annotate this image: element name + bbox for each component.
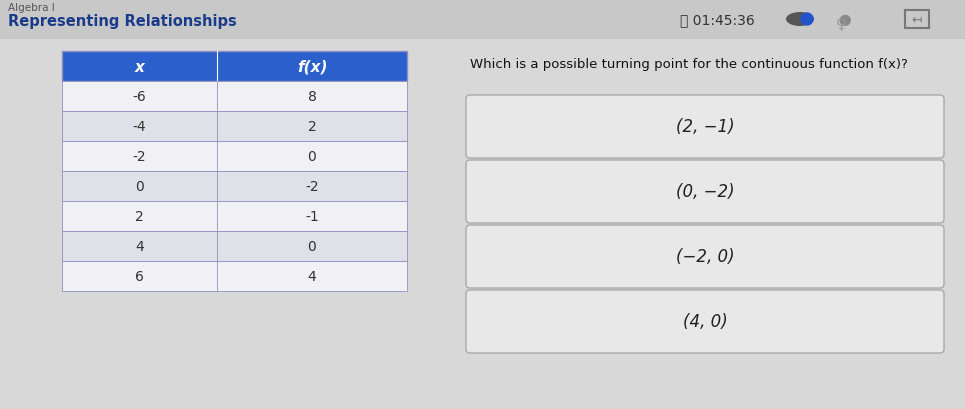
Text: 0: 0 xyxy=(308,239,317,254)
Text: ↤: ↤ xyxy=(912,13,923,27)
Circle shape xyxy=(801,14,813,26)
Text: 4: 4 xyxy=(308,270,317,283)
Ellipse shape xyxy=(786,13,814,27)
FancyBboxPatch shape xyxy=(62,82,407,112)
Text: ♀: ♀ xyxy=(836,16,847,31)
FancyBboxPatch shape xyxy=(466,290,944,353)
Text: -6: -6 xyxy=(132,90,147,104)
FancyBboxPatch shape xyxy=(466,96,944,159)
Text: (0, −2): (0, −2) xyxy=(676,183,734,201)
Text: 8: 8 xyxy=(308,90,317,104)
FancyBboxPatch shape xyxy=(62,112,407,142)
FancyBboxPatch shape xyxy=(62,231,407,261)
Text: f(x): f(x) xyxy=(297,59,327,74)
Text: 4: 4 xyxy=(135,239,144,254)
Text: 0: 0 xyxy=(135,180,144,193)
Text: 6: 6 xyxy=(135,270,144,283)
Text: -2: -2 xyxy=(132,150,147,164)
FancyBboxPatch shape xyxy=(62,142,407,172)
Text: Algebra I: Algebra I xyxy=(8,3,55,13)
FancyBboxPatch shape xyxy=(0,0,965,40)
Text: Which is a possible turning point for the continuous function f(x)?: Which is a possible turning point for th… xyxy=(470,58,908,71)
Text: (2, −1): (2, −1) xyxy=(676,118,734,136)
FancyBboxPatch shape xyxy=(62,202,407,231)
Text: 2: 2 xyxy=(135,209,144,223)
Text: (−2, 0): (−2, 0) xyxy=(676,248,734,266)
FancyBboxPatch shape xyxy=(62,172,407,202)
Text: x: x xyxy=(134,59,145,74)
Text: -2: -2 xyxy=(305,180,318,193)
FancyBboxPatch shape xyxy=(62,52,407,82)
Text: 2: 2 xyxy=(308,120,317,134)
Text: Representing Relationships: Representing Relationships xyxy=(8,14,236,29)
Text: 0: 0 xyxy=(308,150,317,164)
Text: -1: -1 xyxy=(305,209,318,223)
FancyBboxPatch shape xyxy=(62,261,407,291)
FancyBboxPatch shape xyxy=(466,225,944,288)
Text: (4, 0): (4, 0) xyxy=(682,313,728,331)
FancyBboxPatch shape xyxy=(466,161,944,223)
Text: -4: -4 xyxy=(132,120,147,134)
Text: ⧖ 01:45:36: ⧖ 01:45:36 xyxy=(680,13,755,27)
Text: ⬤: ⬤ xyxy=(838,15,850,26)
